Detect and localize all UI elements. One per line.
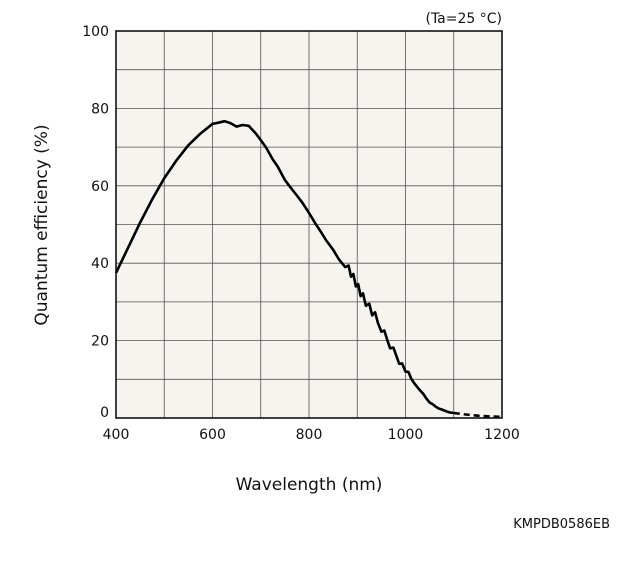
y-tick-label: 0 (100, 405, 109, 421)
document-code: KMPDB0586EB (513, 517, 610, 532)
y-tick-label: 100 (82, 24, 109, 40)
plot-frame (115, 30, 503, 419)
x-tick-label: 800 (296, 427, 323, 443)
y-tick-labels: 0 20 40 60 80 100 (82, 24, 109, 421)
y-tick-label: 80 (91, 101, 109, 117)
curves (114, 119, 503, 419)
grid (116, 31, 502, 418)
qe-curve-dashed (453, 411, 503, 419)
temperature-condition: (Ta=25 °C) (425, 11, 502, 27)
y-tick-label: 20 (91, 334, 109, 350)
y-tick-label: 60 (91, 179, 109, 195)
x-axis-label: Wavelength (nm) (236, 475, 383, 495)
x-tick-label: 400 (103, 427, 130, 443)
y-axis-label: Quantum efficiency (%) (32, 124, 52, 325)
x-tick-labels: 400 600 800 1000 1200 (103, 427, 520, 443)
y-tick-label: 40 (91, 256, 109, 272)
qe-curve (114, 119, 454, 415)
x-tick-label: 1000 (388, 427, 424, 443)
x-tick-label: 1200 (484, 427, 520, 443)
x-tick-label: 600 (199, 427, 226, 443)
